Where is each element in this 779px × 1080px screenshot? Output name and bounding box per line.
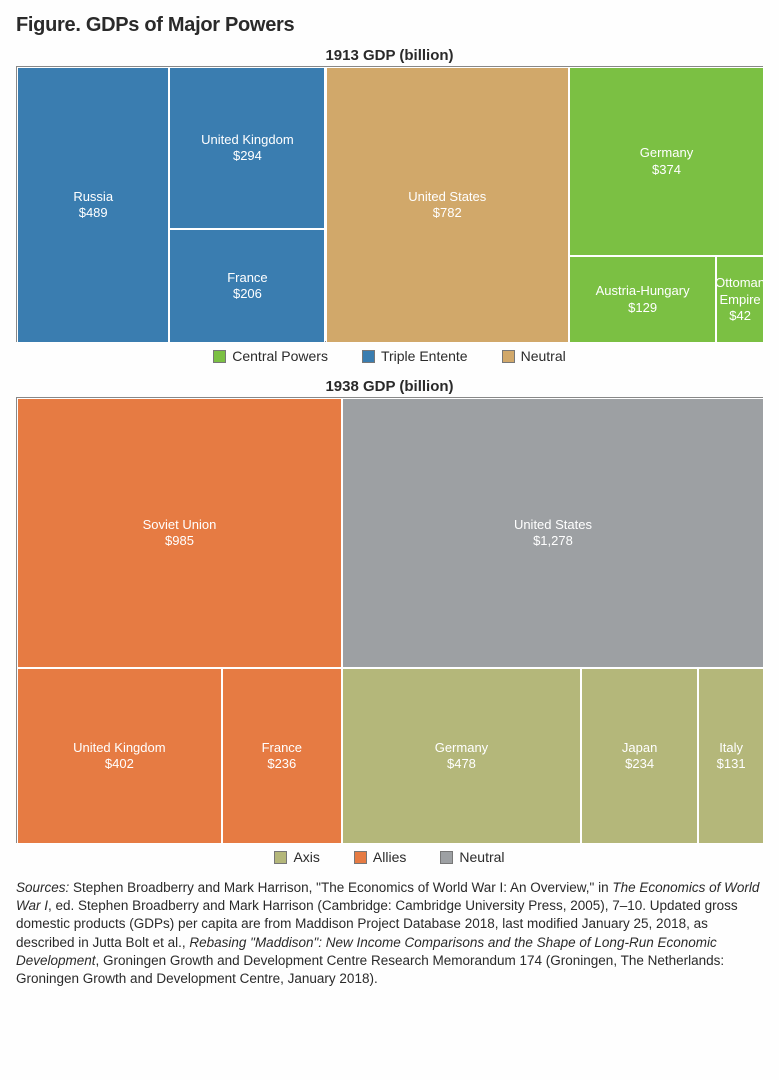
cell-value: $294 — [233, 148, 262, 164]
cell-value: $129 — [628, 300, 657, 316]
treemap-cell: United Kingdom$402 — [17, 668, 222, 844]
legend-1913: Central Powers Triple Entente Neutral — [16, 348, 763, 364]
cell-value: $131 — [717, 756, 746, 772]
cell-value: $478 — [447, 756, 476, 772]
cell-value: $1,278 — [533, 533, 573, 549]
treemap-cell: Germany$478 — [342, 668, 581, 844]
cell-value: $985 — [165, 533, 194, 549]
cell-name: Italy — [719, 740, 743, 756]
cell-name: Ottoman Empire — [715, 275, 765, 308]
treemap-cell: United States$782 — [326, 67, 570, 343]
sources-part: Stephen Broadberry and Mark Harrison, "T… — [69, 880, 612, 895]
treemap-cell: Austria-Hungary$129 — [569, 256, 716, 343]
legend-item: Central Powers — [213, 348, 328, 364]
cell-name: Russia — [73, 189, 113, 205]
treemap-cell: France$236 — [222, 668, 342, 844]
cell-name: Germany — [640, 145, 693, 161]
legend-item: Allies — [354, 849, 406, 865]
cell-name: France — [227, 270, 267, 286]
cell-name: Soviet Union — [143, 517, 217, 533]
treemap-cell: Russia$489 — [17, 67, 169, 343]
legend-label: Neutral — [459, 849, 504, 865]
figure-title: Figure. GDPs of Major Powers — [16, 14, 763, 37]
cell-value: $374 — [652, 162, 681, 178]
legend-swatch — [354, 851, 367, 864]
legend-swatch — [362, 350, 375, 363]
legend-1938: Axis Allies Neutral — [16, 849, 763, 865]
legend-item: Axis — [274, 849, 319, 865]
treemap-1913: Russia$489United Kingdom$294France$206Un… — [16, 66, 763, 342]
legend-label: Central Powers — [232, 348, 328, 364]
treemap-cell: Ottoman Empire$42 — [716, 256, 764, 343]
legend-swatch — [440, 851, 453, 864]
treemap-cell: Germany$374 — [569, 67, 764, 256]
cell-name: United Kingdom — [73, 740, 166, 756]
cell-value: $489 — [79, 205, 108, 221]
legend-swatch — [502, 350, 515, 363]
treemap-cell: Japan$234 — [581, 668, 698, 844]
treemap-cell: United States$1,278 — [342, 398, 764, 668]
legend-label: Neutral — [521, 348, 566, 364]
cell-value: $42 — [729, 308, 751, 324]
cell-name: France — [262, 740, 302, 756]
cell-name: Germany — [435, 740, 488, 756]
legend-label: Triple Entente — [381, 348, 468, 364]
legend-swatch — [213, 350, 226, 363]
cell-name: Japan — [622, 740, 657, 756]
cell-name: United States — [514, 517, 592, 533]
treemap-cell: Italy$131 — [698, 668, 764, 844]
cell-value: $206 — [233, 286, 262, 302]
legend-item: Neutral — [440, 849, 504, 865]
cell-value: $782 — [433, 205, 462, 221]
cell-value: $402 — [105, 756, 134, 772]
legend-label: Allies — [373, 849, 406, 865]
sources-lead: Sources: — [16, 880, 69, 895]
treemap-1938: Soviet Union$985United States$1,278Unite… — [16, 397, 763, 843]
treemap-cell: United Kingdom$294 — [169, 67, 325, 229]
cell-name: United States — [408, 189, 486, 205]
sources-part: , Groningen Growth and Development Centr… — [16, 953, 724, 986]
cell-value: $236 — [267, 756, 296, 772]
chart2-title: 1938 GDP (billion) — [16, 378, 763, 395]
chart1-title: 1913 GDP (billion) — [16, 47, 763, 64]
cell-name: Austria-Hungary — [596, 283, 690, 299]
cell-name: United Kingdom — [201, 132, 294, 148]
legend-item: Triple Entente — [362, 348, 468, 364]
legend-label: Axis — [293, 849, 319, 865]
sources-text: Sources: Stephen Broadberry and Mark Har… — [16, 879, 763, 988]
legend-swatch — [274, 851, 287, 864]
treemap-cell: France$206 — [169, 229, 325, 343]
cell-value: $234 — [625, 756, 654, 772]
legend-item: Neutral — [502, 348, 566, 364]
treemap-cell: Soviet Union$985 — [17, 398, 342, 668]
